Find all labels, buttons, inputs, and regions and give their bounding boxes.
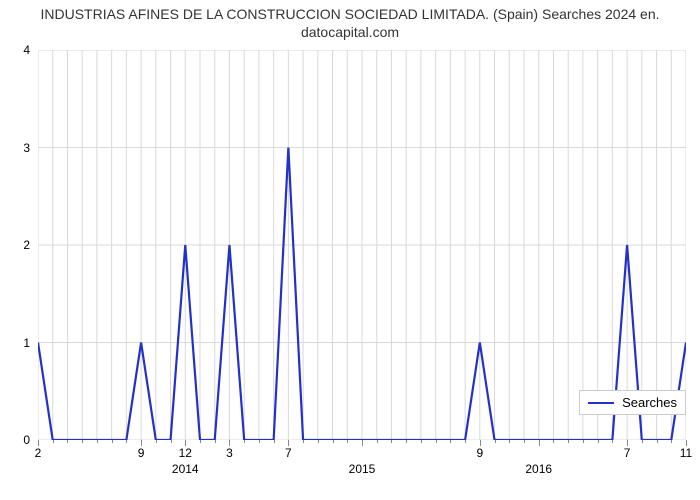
x-minor-tick — [553, 440, 554, 443]
x-minor-tick — [524, 440, 525, 443]
x-minor-tick — [421, 440, 422, 443]
y-tick-label: 1 — [23, 336, 30, 350]
x-tick-label: 12 — [179, 446, 192, 460]
chart-title-line2: datocapital.com — [301, 24, 399, 40]
x-tick-label: 11 — [680, 446, 692, 460]
x-group-label: 2015 — [349, 462, 376, 476]
x-minor-tick — [480, 440, 481, 443]
x-minor-tick — [333, 440, 334, 443]
x-minor-tick — [686, 440, 687, 443]
x-minor-tick — [53, 440, 54, 443]
x-minor-tick — [244, 440, 245, 443]
x-minor-tick — [391, 440, 392, 443]
x-minor-tick — [495, 440, 496, 443]
x-minor-tick — [38, 440, 39, 443]
x-minor-tick — [362, 440, 363, 443]
legend: Searches — [579, 390, 686, 415]
x-minor-tick — [171, 440, 172, 443]
x-minor-tick — [318, 440, 319, 443]
x-minor-tick — [539, 440, 540, 443]
plot-area — [38, 50, 686, 440]
x-minor-tick — [612, 440, 613, 443]
x-tick-label: 2 — [35, 446, 42, 460]
x-minor-tick — [627, 440, 628, 443]
x-minor-tick — [657, 440, 658, 443]
x-minor-tick — [259, 440, 260, 443]
x-minor-tick — [450, 440, 451, 443]
y-tick-label: 3 — [23, 141, 30, 155]
x-minor-tick — [156, 440, 157, 443]
chart-title-line1: INDUSTRIAS AFINES DE LA CONSTRUCCION SOC… — [40, 6, 659, 22]
x-minor-tick — [82, 440, 83, 443]
legend-series-line — [588, 402, 614, 404]
x-group-label: 2016 — [525, 462, 552, 476]
x-tick-label: 9 — [138, 446, 145, 460]
x-minor-tick — [112, 440, 113, 443]
x-tick-label: 7 — [624, 446, 631, 460]
x-minor-tick — [583, 440, 584, 443]
x-minor-tick — [97, 440, 98, 443]
x-minor-tick — [229, 440, 230, 443]
y-tick-label: 4 — [23, 43, 30, 57]
legend-series-label: Searches — [622, 395, 677, 410]
chart-title: INDUSTRIAS AFINES DE LA CONSTRUCCION SOC… — [0, 6, 700, 41]
x-minor-tick — [288, 440, 289, 443]
x-tick-label: 7 — [285, 446, 292, 460]
x-minor-tick — [671, 440, 672, 443]
y-tick-label: 2 — [23, 238, 30, 252]
x-minor-tick — [598, 440, 599, 443]
x-minor-tick — [274, 440, 275, 443]
x-minor-tick — [568, 440, 569, 443]
x-minor-tick — [185, 440, 186, 443]
y-tick-label: 0 — [23, 433, 30, 447]
x-minor-tick — [377, 440, 378, 443]
x-tick-label: 3 — [226, 446, 233, 460]
x-minor-tick — [406, 440, 407, 443]
x-minor-tick — [141, 440, 142, 443]
x-minor-tick — [509, 440, 510, 443]
x-minor-tick — [215, 440, 216, 443]
x-minor-tick — [465, 440, 466, 443]
x-minor-tick — [67, 440, 68, 443]
x-minor-tick — [126, 440, 127, 443]
x-minor-tick — [303, 440, 304, 443]
plot-svg — [38, 50, 686, 440]
x-minor-tick — [200, 440, 201, 443]
x-minor-tick — [642, 440, 643, 443]
x-minor-tick — [347, 440, 348, 443]
x-minor-tick — [436, 440, 437, 443]
x-tick-label: 9 — [476, 446, 483, 460]
x-group-label: 2014 — [172, 462, 199, 476]
chart-container: INDUSTRIAS AFINES DE LA CONSTRUCCION SOC… — [0, 0, 700, 500]
